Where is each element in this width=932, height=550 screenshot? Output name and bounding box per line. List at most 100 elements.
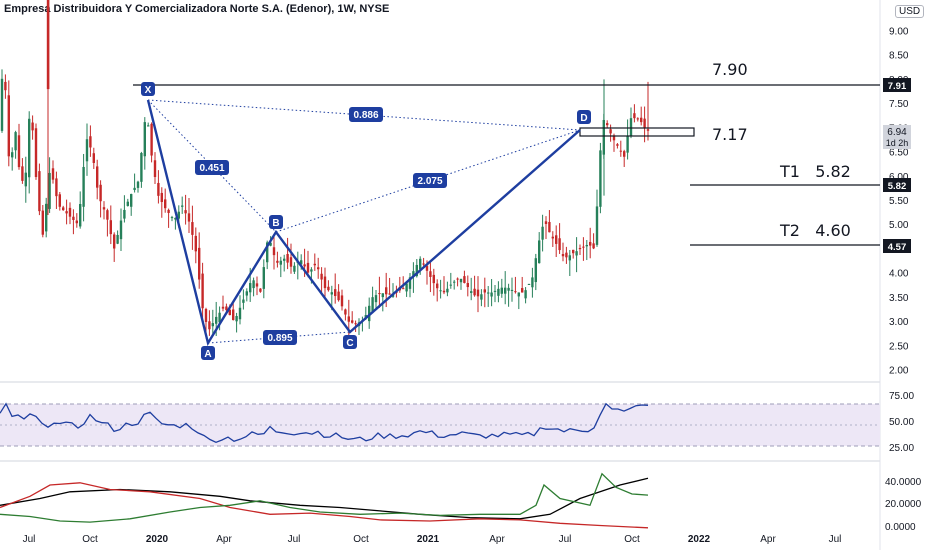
candle-body: [514, 291, 517, 293]
rsi-axis: 75.00 50.00 25.00: [889, 391, 914, 454]
point-label-x: X: [141, 82, 155, 96]
candle-body: [106, 210, 109, 220]
dmi-axis: 40.0000 20.0000 0.0000: [885, 477, 922, 533]
candle-body: [408, 277, 412, 289]
pattern-ratio-lines: [147, 99, 581, 344]
candle-body: [89, 136, 92, 148]
time-axis[interactable]: Jul Oct 2020 Apr Jul Oct 2021 Apr Jul Oct 2022 Apr J…: [23, 534, 842, 545]
svg-text:1d 2h: 1d 2h: [886, 138, 909, 148]
price-tick-label: 5.00: [889, 220, 909, 231]
candle-body: [310, 269, 313, 272]
candle-body: [538, 240, 541, 264]
candle-body: [17, 135, 21, 168]
candle-body: [65, 211, 68, 214]
ratio-label-ab: 0.451: [195, 160, 229, 175]
candle-body: [130, 194, 133, 207]
candle-body: [616, 144, 619, 146]
level-label-t1: T1 5.82: [779, 162, 851, 181]
price-tag-582: 5.82: [883, 178, 911, 192]
price-tick-label: 8.50: [889, 51, 909, 62]
candle-body: [575, 251, 578, 256]
candle-body: [46, 0, 50, 90]
candle-body: [327, 286, 330, 291]
currency-badge[interactable]: USD: [895, 5, 925, 18]
candle-body: [147, 125, 150, 127]
candle-body: [381, 293, 384, 298]
candle-body: [269, 242, 272, 246]
candle-body: [626, 135, 629, 153]
candle-body: [286, 253, 289, 263]
candle-body: [463, 276, 466, 283]
candle-body: [354, 323, 357, 325]
time-tick-label: Apr: [216, 534, 232, 545]
candle-body: [255, 283, 259, 287]
candle-body: [589, 241, 592, 246]
candle-body: [483, 289, 486, 293]
candle-body: [368, 305, 371, 322]
candle-body: [58, 194, 61, 207]
candle-body: [245, 291, 248, 296]
candle-body: [41, 210, 44, 235]
candle-body: [140, 152, 143, 182]
candle-body: [34, 128, 38, 178]
candle-body: [476, 289, 480, 297]
candle-body: [592, 243, 595, 249]
rsi-tick-label: 25.00: [889, 443, 914, 454]
time-tick-label: Oct: [82, 534, 98, 545]
candle-body: [585, 244, 588, 247]
candle-body: [344, 309, 347, 315]
candle-body: [500, 287, 503, 294]
point-label-d: D: [577, 110, 591, 124]
candle-body: [259, 288, 262, 292]
svg-text:7.91: 7.91: [888, 81, 907, 92]
candle-body: [82, 166, 85, 207]
ratio-label-bd: 2.075: [413, 173, 447, 188]
candle-body: [490, 292, 493, 297]
candle-body: [215, 316, 218, 324]
candle-body: [272, 247, 276, 256]
candle-body: [167, 209, 170, 213]
price-tick-label: 3.00: [889, 317, 909, 328]
candle-body: [412, 271, 415, 277]
candle-body: [633, 113, 636, 119]
candle-body: [439, 290, 442, 292]
candle-body: [102, 207, 106, 210]
candle-body: [184, 210, 187, 214]
candle-body: [453, 281, 456, 283]
point-label-c: C: [343, 335, 357, 349]
candle-body: [351, 320, 354, 323]
svg-text:B: B: [272, 218, 279, 229]
ratio-label-ac: 0.895: [263, 330, 297, 345]
candle-body: [85, 139, 89, 162]
pattern-legs: [146, 99, 581, 347]
price-tick-label: 9.00: [889, 27, 909, 38]
candle-body: [555, 235, 558, 244]
svg-text:2.075: 2.075: [417, 176, 442, 187]
candle-body: [262, 267, 265, 289]
candle-body: [157, 182, 160, 196]
candle-body: [374, 295, 378, 303]
candle-body: [487, 292, 490, 294]
candle-body: [177, 211, 180, 219]
candle-body: [306, 262, 310, 273]
candle-body: [551, 236, 554, 239]
candle-body: [113, 234, 116, 249]
candle-body: [249, 283, 252, 293]
candle-body: [31, 122, 34, 131]
time-tick-label: Jul: [23, 534, 36, 545]
candle-body: [599, 150, 602, 207]
candle-body: [126, 201, 129, 206]
price-tick-label: 2.00: [889, 366, 909, 377]
candle-body: [252, 280, 255, 289]
time-tick-label: Oct: [624, 534, 640, 545]
candle-body: [28, 118, 31, 178]
candle-body: [544, 221, 548, 224]
candle-body: [72, 216, 75, 220]
candle-body: [160, 192, 163, 203]
candle-body: [504, 287, 507, 294]
candle-body: [201, 273, 204, 309]
dmi-plus-line: [0, 472, 649, 523]
candle-body: [606, 123, 609, 126]
dmi-tick-label: 40.0000: [885, 477, 922, 488]
